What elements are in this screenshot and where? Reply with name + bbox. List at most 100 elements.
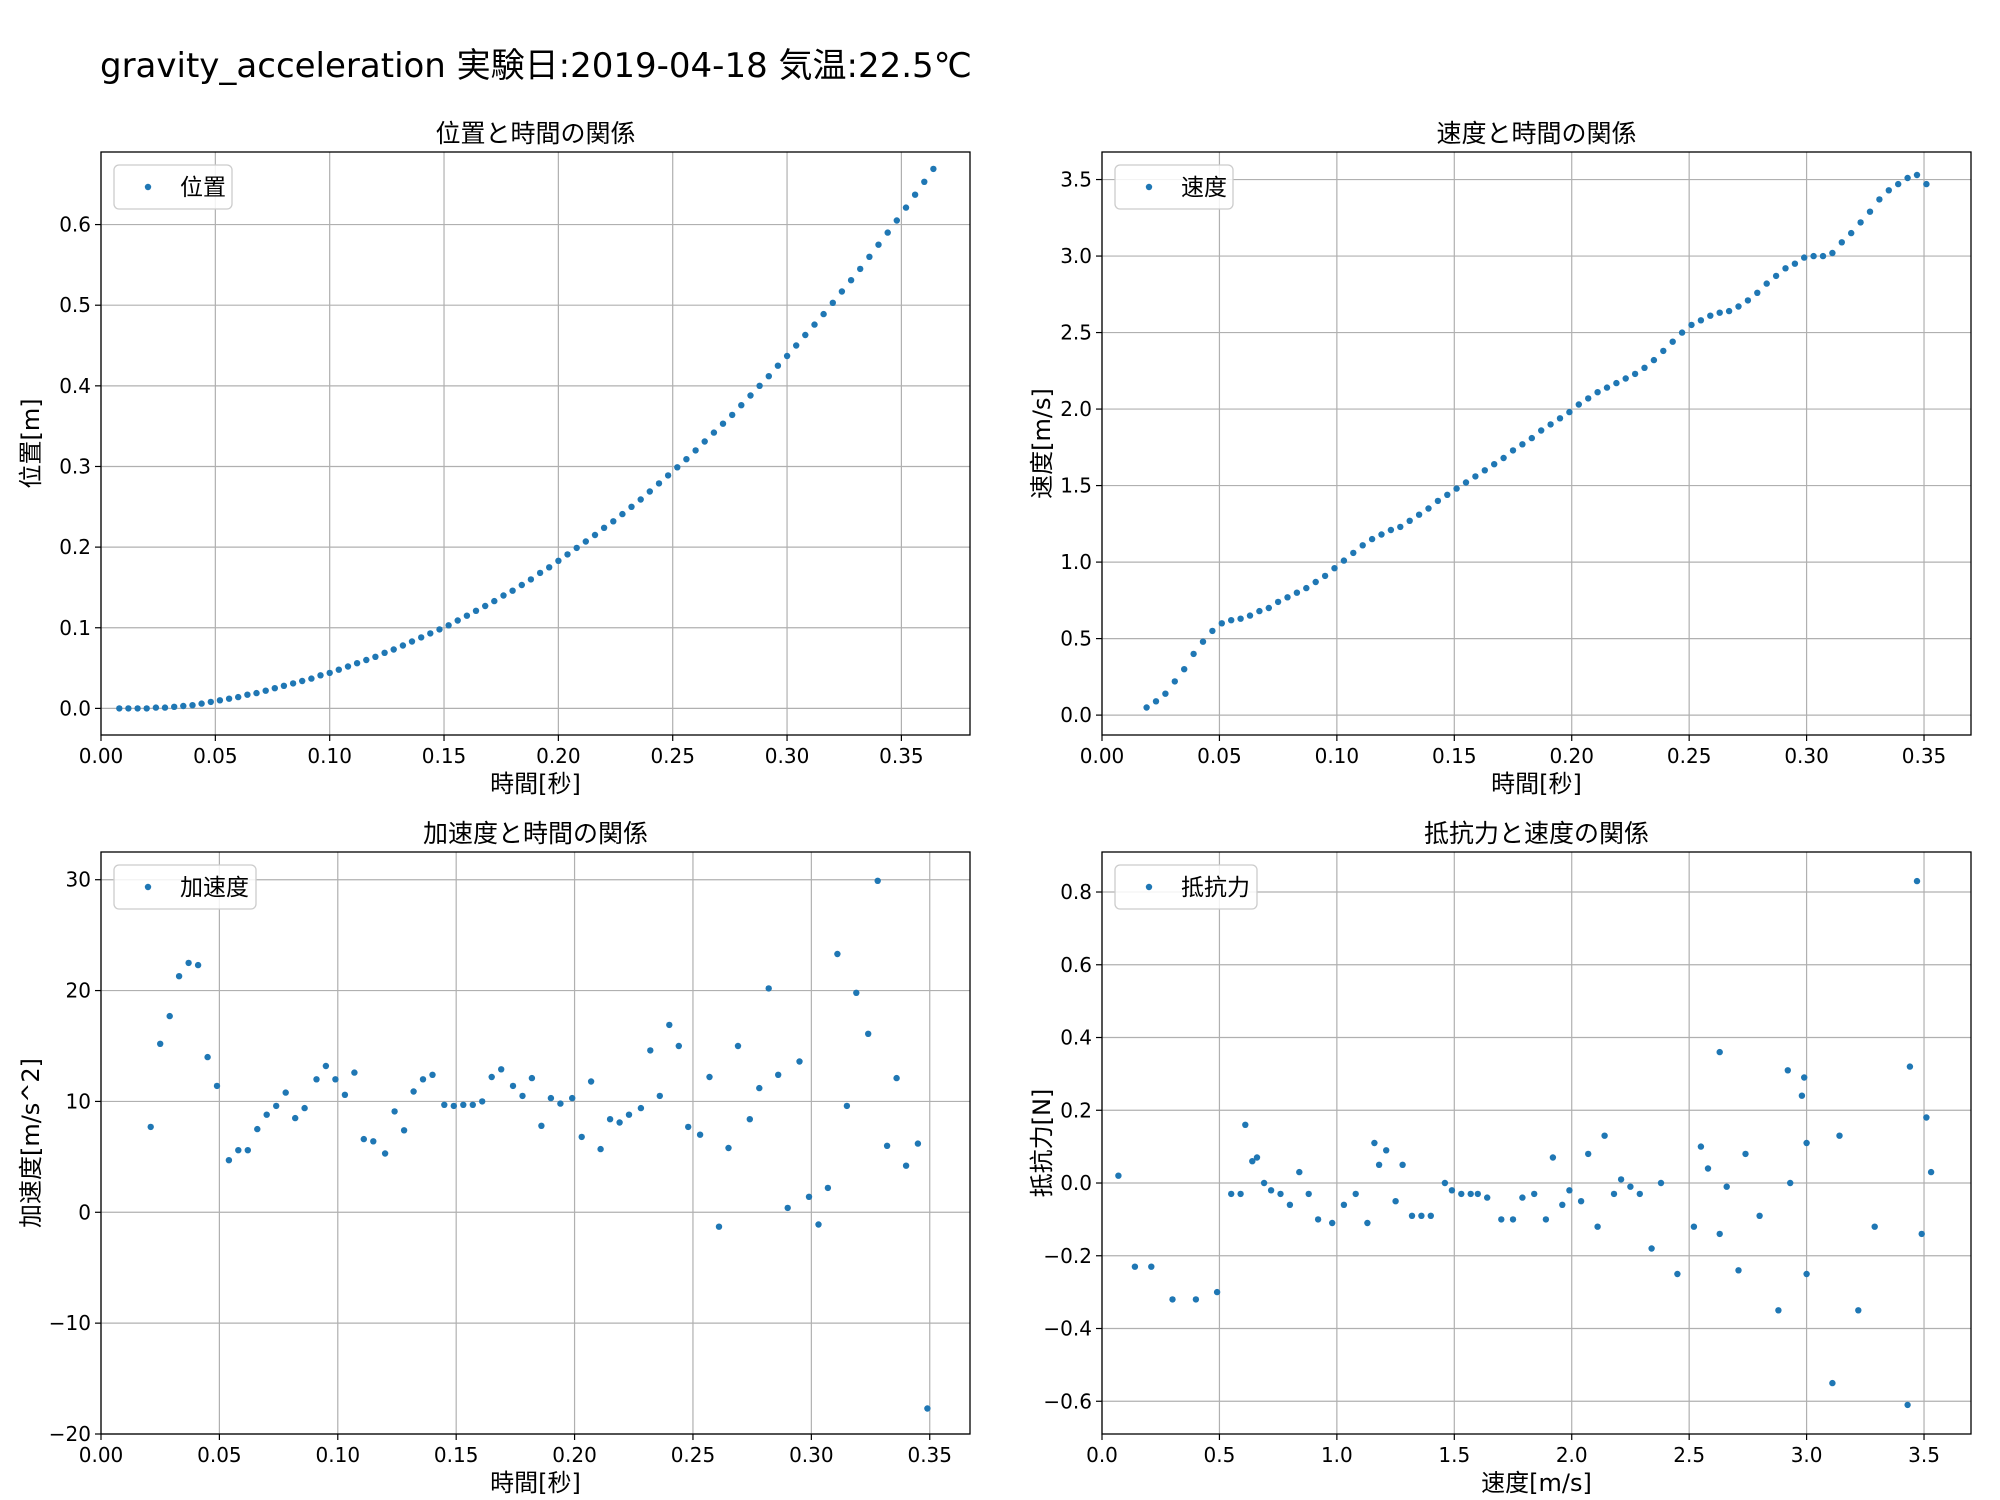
data-point xyxy=(363,656,370,664)
data-point xyxy=(180,702,187,710)
data-point xyxy=(746,1116,753,1123)
data-point xyxy=(1836,1132,1843,1139)
legend-box xyxy=(1114,864,1258,910)
data-point xyxy=(610,518,617,525)
data-point xyxy=(747,392,754,399)
data-point xyxy=(1688,321,1695,329)
y-tick-label: 0.1 xyxy=(59,616,91,640)
data-point xyxy=(1829,1379,1836,1387)
figure-title: gravity_acceleration 実験日:2019-04-18 気温:2… xyxy=(100,46,972,86)
data-point xyxy=(282,1089,289,1096)
y-tick-label: 0 xyxy=(78,1200,91,1224)
data-point xyxy=(1441,1179,1449,1187)
data-point xyxy=(262,687,269,694)
data-point xyxy=(157,1040,164,1048)
y-tick-label: 0.0 xyxy=(1060,703,1092,727)
data-point xyxy=(1648,1245,1655,1252)
y-tick-label: 0.2 xyxy=(59,535,91,559)
data-point xyxy=(1803,1139,1810,1147)
data-point xyxy=(1331,565,1338,572)
data-point xyxy=(729,411,736,419)
data-point xyxy=(289,680,297,687)
data-point xyxy=(811,321,818,328)
x-axis-label: 時間[秒] xyxy=(490,770,581,798)
data-point xyxy=(1444,491,1451,498)
data-point xyxy=(1716,309,1723,316)
data-point xyxy=(509,1082,517,1090)
data-point xyxy=(161,704,169,711)
data-point xyxy=(1674,1270,1681,1278)
data-point xyxy=(1481,467,1489,474)
data-point xyxy=(1500,454,1507,462)
data-point xyxy=(857,265,864,273)
panel-title: 速度と時間の関係 xyxy=(1436,119,1636,148)
data-point xyxy=(1218,620,1226,627)
data-point xyxy=(1660,347,1667,355)
data-point xyxy=(341,1091,349,1099)
data-point xyxy=(1829,249,1836,257)
legend-box xyxy=(1114,164,1234,210)
x-tick-label: 0.35 xyxy=(879,744,924,768)
panel-drag-force-vs-velocity: 0.0 0.5 1.0 1.5 2.0 2.5 3.0 3.5 −0.6 −0.4 −0.2 0.0 0… xyxy=(1028,819,1972,1497)
x-tick-label: 0.30 xyxy=(1784,744,1829,768)
data-point xyxy=(1810,252,1817,260)
legend-marker xyxy=(1145,883,1153,891)
data-point xyxy=(317,672,324,679)
data-point xyxy=(1528,434,1536,442)
x-tick-label: 0.05 xyxy=(193,744,238,768)
data-point xyxy=(820,310,827,318)
data-point xyxy=(866,253,873,260)
data-point xyxy=(1131,1263,1139,1270)
data-point xyxy=(1631,370,1639,378)
data-point xyxy=(783,352,791,360)
data-point xyxy=(301,1104,308,1112)
data-point xyxy=(1387,526,1395,534)
data-point xyxy=(1314,1216,1322,1223)
legend-marker xyxy=(1145,183,1153,191)
data-point xyxy=(1542,1216,1550,1223)
data-point xyxy=(450,1102,457,1110)
data-point xyxy=(253,689,260,697)
data-point xyxy=(254,1125,261,1133)
y-tick-label: 2.5 xyxy=(1060,321,1092,345)
y-tick-label: −0.6 xyxy=(1043,1389,1092,1413)
data-point xyxy=(1775,1307,1782,1314)
panel-velocity-vs-time: 0.00 0.05 0.10 0.15 0.20 0.25 0.30 0.35 0.0 0.5 1.… xyxy=(1028,119,1972,798)
data-point xyxy=(308,675,315,682)
x-tick-label: 2.0 xyxy=(1556,1443,1588,1467)
legend: 位置 xyxy=(113,164,233,210)
data-point xyxy=(1265,604,1273,612)
data-point xyxy=(696,1131,704,1138)
data-point xyxy=(692,447,699,454)
data-point xyxy=(911,191,919,198)
data-point xyxy=(1575,401,1583,408)
data-point xyxy=(1784,1067,1792,1074)
data-point xyxy=(1603,384,1611,391)
panel-acceleration-vs-time: 0.00 0.05 0.10 0.15 0.20 0.25 0.30 0.35 −20 −10 0 1… xyxy=(17,819,971,1497)
data-point xyxy=(1636,1190,1644,1198)
data-point xyxy=(1838,239,1846,246)
data-point xyxy=(1274,598,1282,606)
data-point xyxy=(674,464,681,471)
data-point xyxy=(225,1157,233,1164)
data-point xyxy=(1641,364,1648,371)
legend: 加速度 xyxy=(113,864,257,910)
data-point xyxy=(546,564,553,571)
data-point xyxy=(1190,650,1197,658)
data-point xyxy=(1918,1230,1925,1238)
data-point xyxy=(838,288,846,295)
data-point xyxy=(597,1145,604,1153)
data-point xyxy=(292,1114,299,1122)
data-point xyxy=(538,1122,545,1130)
data-point xyxy=(445,622,452,629)
data-point xyxy=(1340,1201,1348,1209)
data-point xyxy=(1801,254,1808,261)
data-point xyxy=(1171,678,1179,685)
data-point xyxy=(1340,557,1348,564)
data-point xyxy=(143,705,150,712)
data-point xyxy=(1427,1212,1435,1220)
data-point xyxy=(391,1108,398,1115)
data-point xyxy=(719,420,727,427)
data-point xyxy=(582,538,589,545)
data-point xyxy=(1498,1216,1505,1223)
